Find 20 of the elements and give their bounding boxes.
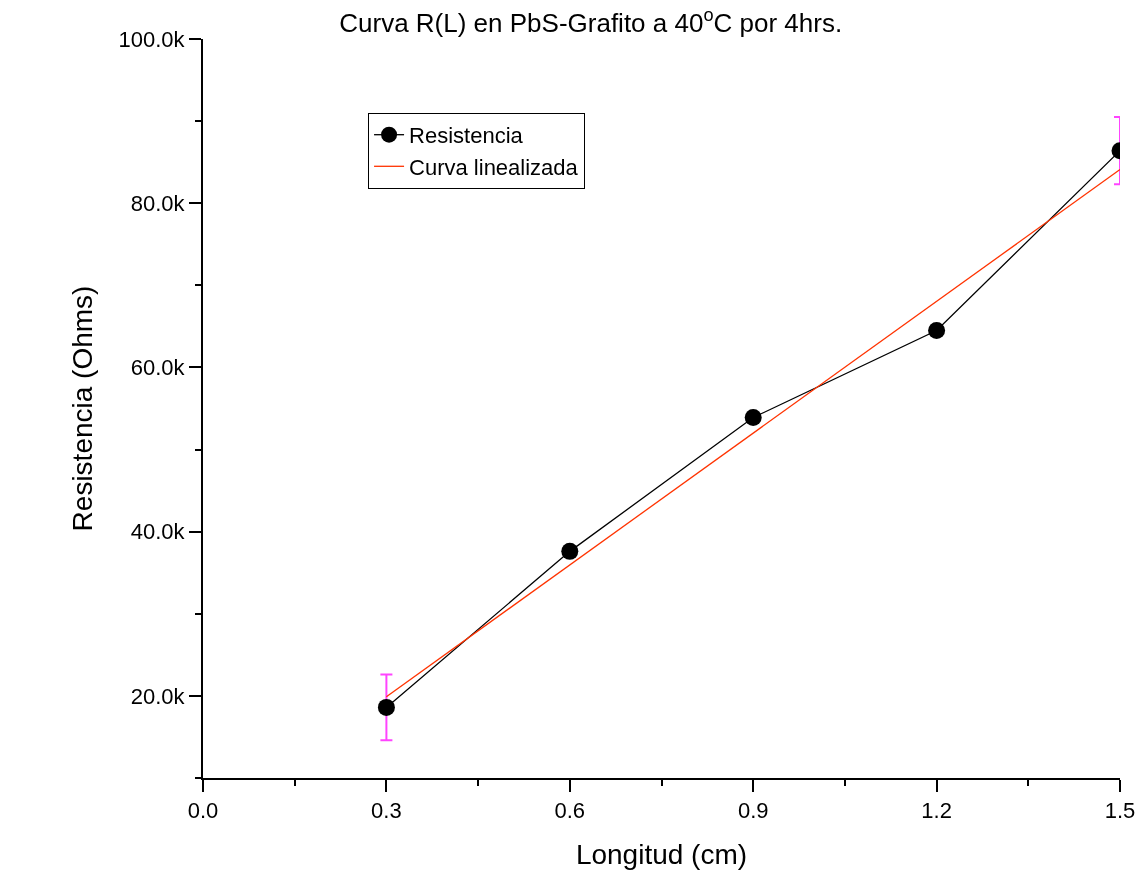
y-tick-label: 60.0k <box>130 355 186 381</box>
x-tick-label: 1.2 <box>921 798 952 824</box>
legend-label: Resistencia <box>409 123 524 149</box>
y-tick-label: 100.0k <box>118 26 186 52</box>
x-tick-label: 0.9 <box>737 798 769 824</box>
x-tick-label: 0.3 <box>371 798 402 824</box>
y-tick-label: 40.0k <box>130 519 186 545</box>
point <box>744 409 762 427</box>
y-tick-label: 80.0k <box>130 190 186 216</box>
x-tick-label: 0.6 <box>554 798 586 824</box>
legend-label: Curva linealizada <box>409 154 579 180</box>
x-tick-label: 0.0 <box>187 798 219 824</box>
point <box>561 542 579 560</box>
chart-title: Curva R(L) en PbS-Grafito a 40$^{o}$C por 4hrs. <box>339 4 843 38</box>
x-axis-title: Longitud (cm) <box>575 839 748 870</box>
point <box>377 698 395 716</box>
y-axis-title: Resistencia (Ohms) <box>66 285 98 532</box>
y-tick-label: 20.0k <box>130 683 186 709</box>
point <box>928 321 946 339</box>
x-tick-label: 1.5 <box>1104 798 1136 824</box>
